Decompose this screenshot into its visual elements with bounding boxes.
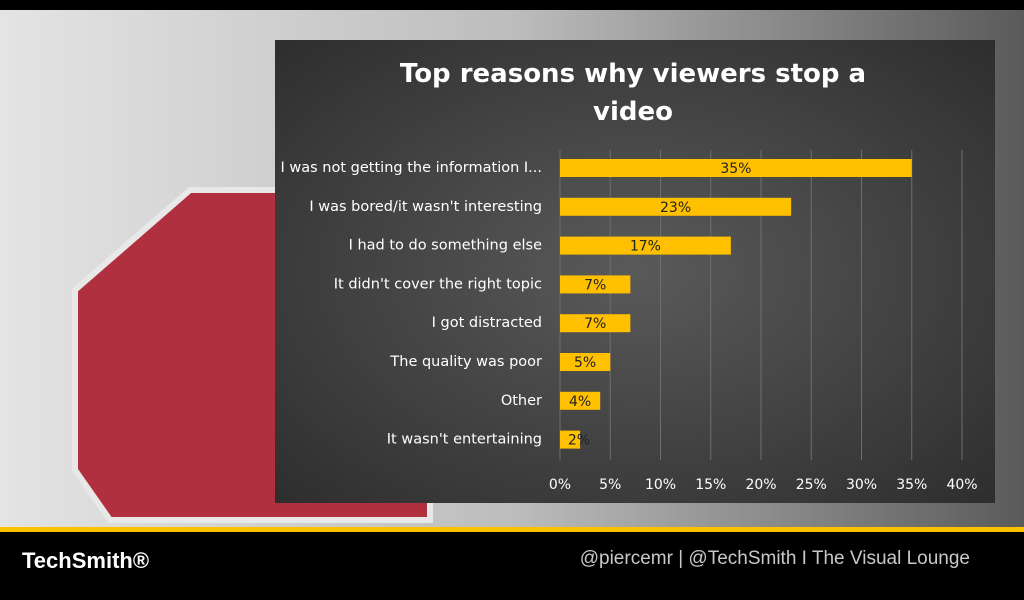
x-tick-label: 10%: [645, 477, 676, 493]
y-tick-label: It didn't cover the right topic: [334, 276, 542, 292]
y-tick-label: I was bored/it wasn't interesting: [309, 199, 542, 215]
x-tick-label: 35%: [896, 477, 927, 493]
y-tick-label: I was not getting the information I...: [281, 160, 542, 176]
top-bar: [0, 0, 1024, 10]
bar: [560, 353, 611, 371]
bar: [560, 275, 631, 294]
chart-panel: [275, 40, 995, 503]
x-tick-label: 0%: [549, 477, 571, 493]
data-label: 5%: [574, 355, 596, 371]
data-label: 7%: [584, 316, 606, 332]
x-tick-label: 30%: [846, 477, 877, 493]
bar: [560, 159, 912, 177]
data-label: 7%: [584, 277, 606, 293]
bar: [560, 391, 601, 410]
y-tick-label: I got distracted: [432, 315, 542, 331]
data-label: 23%: [660, 200, 691, 216]
data-label: 2%: [568, 433, 590, 449]
x-tick-label: 15%: [695, 477, 726, 493]
chart: 0% 5% 10% 15% 20% 25% 30% 35% 40% I was not getti…: [281, 150, 978, 493]
x-tick-label: 40%: [946, 477, 977, 493]
data-label: 35%: [720, 161, 751, 177]
x-tick-label: 25%: [796, 477, 827, 493]
x-tick-label: 5%: [599, 477, 621, 493]
chart-title: Top reasons why viewers stop a video: [399, 59, 867, 127]
logo: TechSmith®: [22, 548, 150, 573]
y-tick-label: The quality was poor: [389, 354, 542, 370]
bar: [560, 236, 731, 255]
data-label: 17%: [630, 239, 661, 255]
bar: [560, 197, 792, 216]
y-tick-label: I had to do something else: [349, 238, 543, 254]
footer-stripe: [0, 527, 1024, 532]
y-tick-label: It wasn't entertaining: [387, 432, 542, 448]
bar: [560, 430, 581, 449]
bar: [560, 314, 631, 333]
y-tick-label: Other: [501, 393, 542, 409]
data-label: 4%: [569, 394, 591, 410]
x-tick-label: 20%: [745, 477, 776, 493]
credit: @piercemr | @TechSmith I The Visual Loun…: [579, 548, 970, 569]
footer: [0, 532, 1024, 600]
